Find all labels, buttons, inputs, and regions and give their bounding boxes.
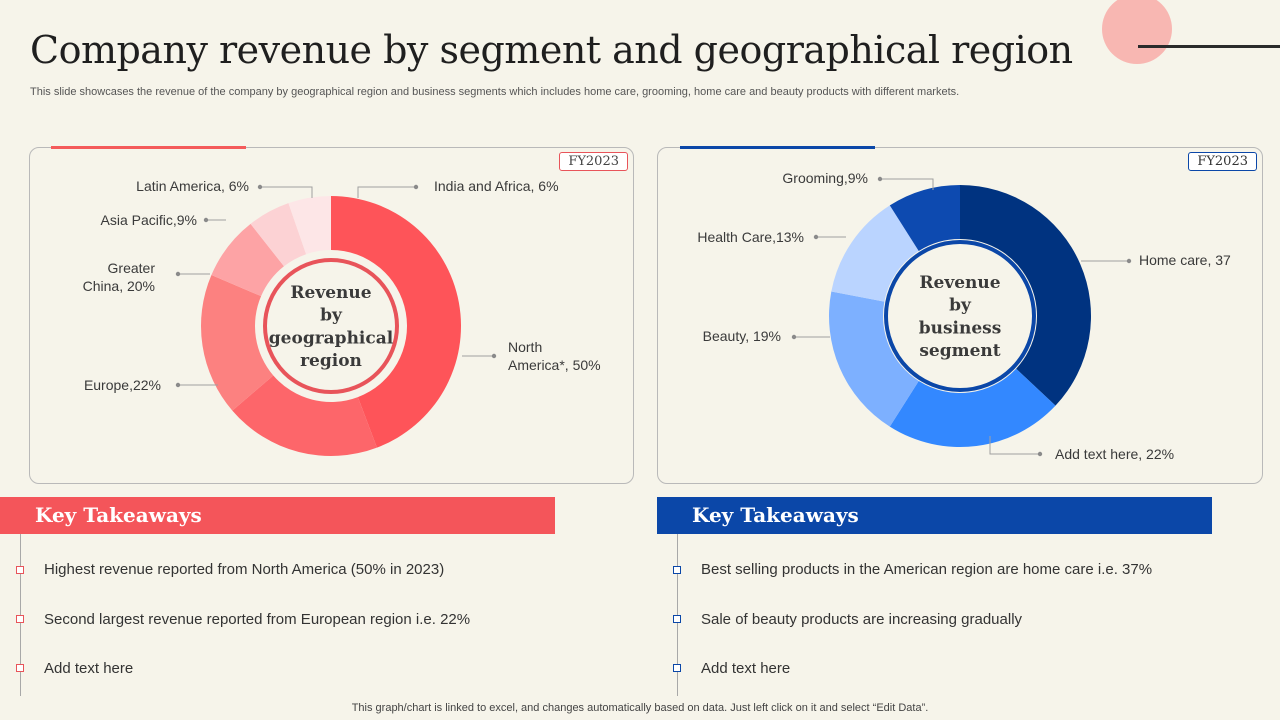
leader-dot (413, 184, 419, 190)
leader-dot (1037, 451, 1043, 457)
bullet-marker (673, 664, 681, 672)
slice-label: India and Africa, 6% (434, 178, 559, 194)
slice-label: Health Care,13% (697, 229, 804, 245)
center-label: Revenue (919, 273, 1000, 293)
decorative-circle (1102, 0, 1172, 64)
donut-slice[interactable] (889, 185, 960, 251)
bullet-marker (673, 615, 681, 623)
decorative-line (1138, 45, 1280, 48)
slice-label: North (508, 339, 542, 355)
panel-accent-bar (51, 146, 246, 149)
leader-line (260, 186, 313, 198)
leader-dot (175, 271, 181, 277)
center-label: by (320, 306, 343, 326)
slice-label: Grooming,9% (782, 170, 868, 186)
fiscal-year-badge: FY2023 (559, 152, 628, 171)
bullet-marker (16, 664, 24, 672)
donut-slice[interactable] (831, 205, 919, 302)
donut-slice[interactable] (211, 223, 284, 297)
takeaway-item: Add text here (44, 660, 134, 677)
takeaway-item: Best selling products in the American re… (701, 561, 1153, 578)
slice-label: Latin America, 6% (136, 178, 249, 194)
takeaway-item: Second largest revenue reported from Eur… (44, 611, 471, 628)
key-takeaways-heading-segment: Key Takeaways (657, 497, 1212, 534)
leader-line (989, 436, 1040, 455)
center-label: segment (919, 341, 1000, 361)
center-label: by (949, 296, 972, 316)
panel-accent-bar (680, 146, 875, 149)
donut-slice[interactable] (889, 368, 1056, 447)
donut-slice[interactable] (288, 196, 331, 255)
slice-label: Europe,22% (84, 377, 161, 393)
leader-dot (791, 334, 797, 340)
bullet-marker (16, 615, 24, 623)
donut-slice[interactable] (232, 375, 377, 456)
center-label: business (919, 318, 1002, 338)
leader-dot (203, 217, 209, 223)
leader-dot (877, 176, 883, 182)
slice-label: Asia Pacific,9% (101, 212, 197, 228)
donut-slice[interactable] (250, 203, 307, 267)
slice-label: Greater (108, 260, 156, 276)
page-title: Company revenue by segment and geographi… (30, 28, 1073, 72)
page-subtitle: This slide showcases the revenue of the … (30, 86, 960, 98)
leader-line (880, 178, 934, 190)
slice-label: Add text here, 22% (1055, 446, 1174, 462)
leader-dot (491, 353, 497, 359)
donut-slice[interactable] (331, 196, 461, 448)
leader-line (357, 186, 416, 198)
center-ring (263, 258, 399, 394)
segment-chart-panel: Revenue by business segment Home care, 37 Add… (657, 146, 1263, 484)
geography-chart-panel: Revenue by geographical region North America*… (29, 146, 634, 484)
slice-label: China, 20% (83, 278, 155, 294)
slice-label: America*, 50% (508, 357, 601, 373)
bullet-marker (673, 566, 681, 574)
takeaway-item: Highest revenue reported from North Amer… (44, 561, 445, 578)
center-label: Revenue (290, 283, 371, 303)
donut-slice[interactable] (829, 291, 919, 427)
footer-note: This graph/chart is linked to excel, and… (351, 702, 929, 714)
key-takeaways-heading-geography: Key Takeaways (0, 497, 555, 534)
bullet-marker (16, 566, 24, 574)
takeaway-item: Sale of beauty products are increasing g… (701, 611, 1023, 628)
donut-slice[interactable] (960, 185, 1091, 406)
slice-label: Beauty, 19% (703, 328, 781, 344)
center-ring (884, 240, 1036, 392)
slice-label: Home care, 37 (1139, 252, 1231, 268)
takeaway-item: Add text here (701, 660, 791, 677)
leader-dot (813, 234, 819, 240)
leader-dot (1126, 258, 1132, 264)
center-label: geographical (269, 328, 394, 348)
leader-dot (257, 184, 263, 190)
fiscal-year-badge: FY2023 (1188, 152, 1257, 171)
donut-slice[interactable] (200, 275, 274, 411)
center-label: region (300, 351, 362, 371)
leader-dot (175, 382, 181, 388)
